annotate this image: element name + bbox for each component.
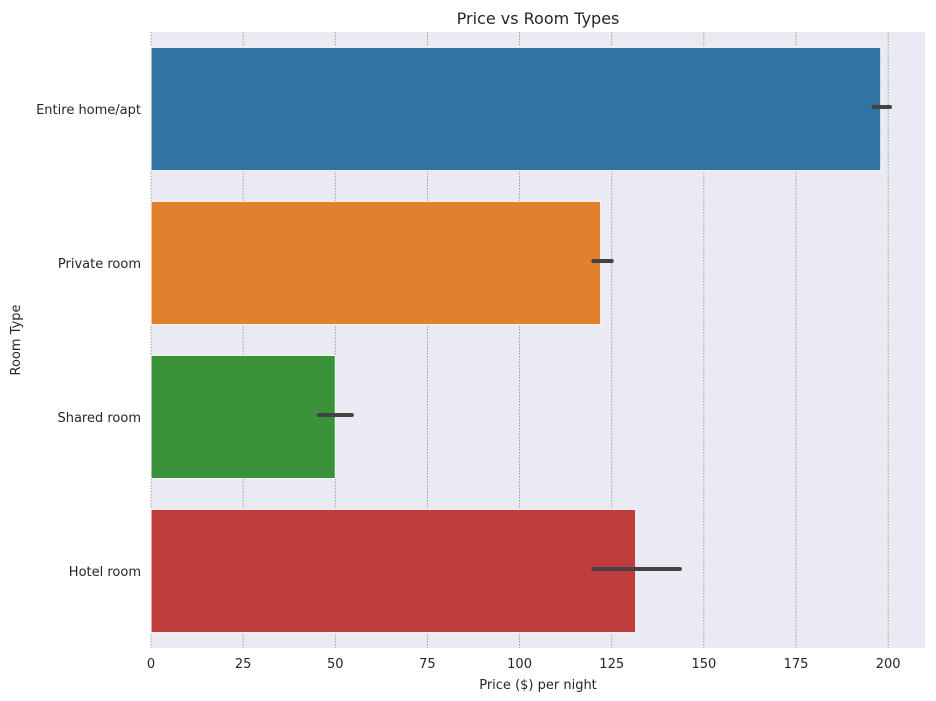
y-tick-label: Entire home/apt [36,103,141,118]
x-tick-label: 50 [327,657,344,672]
bar [150,354,336,480]
y-axis-label: Room Type [9,304,24,375]
x-tick-label: 25 [235,657,252,672]
x-tick-label: 175 [784,657,809,672]
x-axis-ticks: 0 25 50 75 100 125 150 175 200 [147,657,901,672]
x-tick-label: 75 [419,657,436,672]
x-tick-label: 150 [691,657,716,672]
y-axis-ticks: Entire home/apt Private room Shared room Ho… [36,103,141,580]
y-tick-label: Shared room [57,411,141,426]
y-tick-label: Hotel room [69,565,141,580]
bar [150,200,602,326]
x-tick-label: 200 [876,657,901,672]
chart-title: Price vs Room Types [457,9,620,28]
bar [150,508,637,634]
error-bars [316,105,892,571]
x-tick-label: 100 [507,657,532,672]
y-tick-label: Private room [58,257,141,272]
x-axis-label: Price ($) per night [479,678,597,693]
x-tick-label: 125 [599,657,624,672]
x-tick-label: 0 [147,657,155,672]
bar [150,46,882,172]
